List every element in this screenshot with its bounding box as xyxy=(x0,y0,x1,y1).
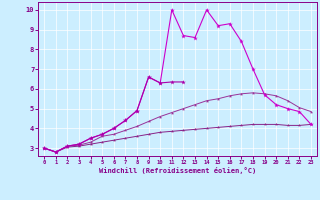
X-axis label: Windchill (Refroidissement éolien,°C): Windchill (Refroidissement éolien,°C) xyxy=(99,167,256,174)
